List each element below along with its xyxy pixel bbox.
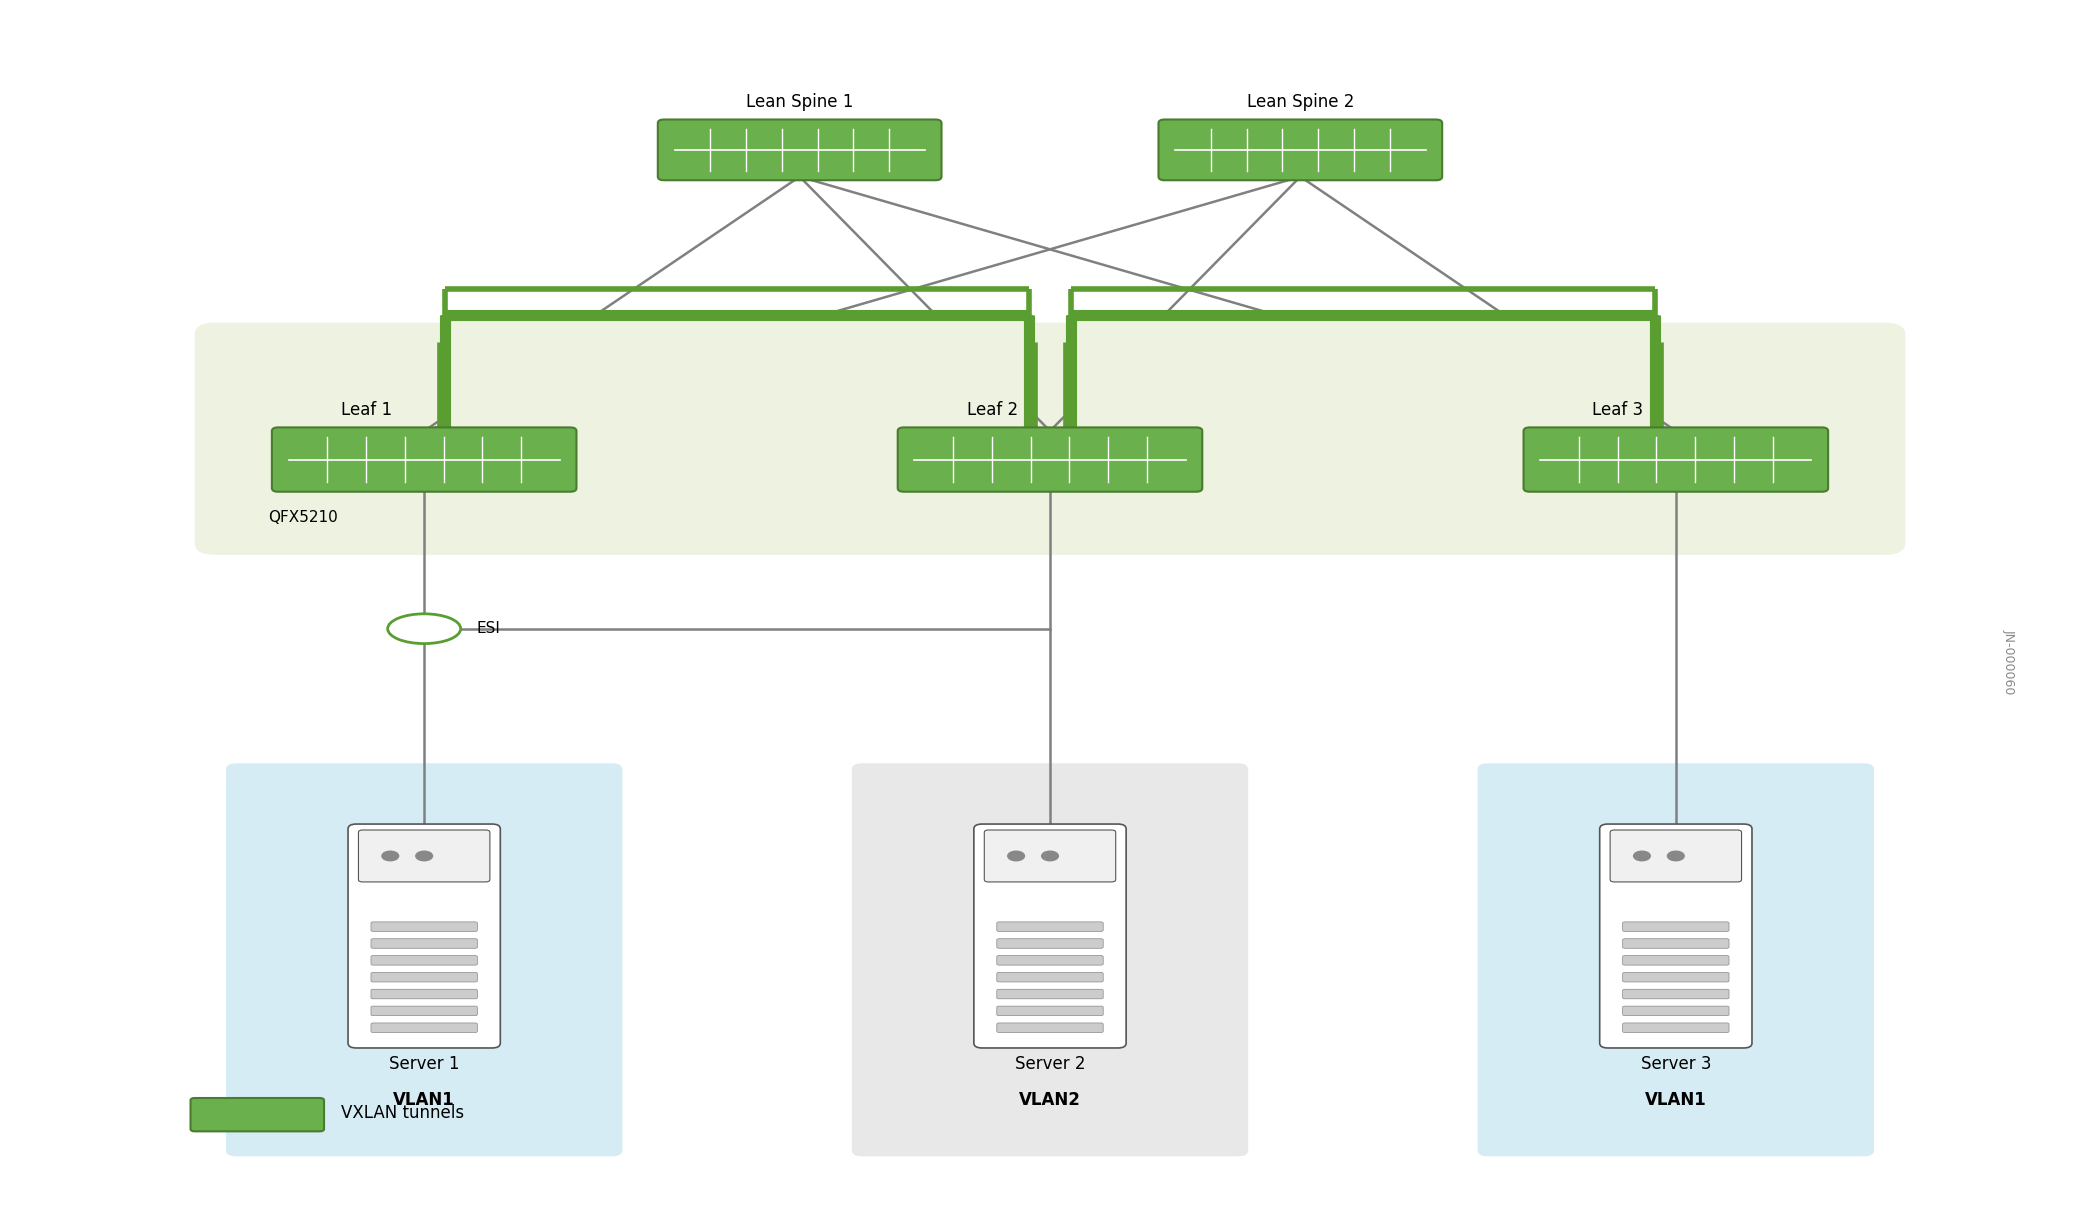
FancyBboxPatch shape <box>998 989 1102 999</box>
Circle shape <box>416 851 433 860</box>
FancyBboxPatch shape <box>372 1006 477 1016</box>
FancyBboxPatch shape <box>998 956 1102 965</box>
Circle shape <box>1667 851 1684 860</box>
Circle shape <box>1042 851 1058 860</box>
FancyBboxPatch shape <box>998 1006 1102 1016</box>
Text: VLAN1: VLAN1 <box>1644 1091 1707 1109</box>
FancyBboxPatch shape <box>1611 830 1741 882</box>
FancyBboxPatch shape <box>227 763 622 1157</box>
FancyBboxPatch shape <box>372 922 477 931</box>
Ellipse shape <box>388 613 460 643</box>
Text: Lean Spine 1: Lean Spine 1 <box>746 93 853 111</box>
FancyBboxPatch shape <box>853 763 1247 1157</box>
FancyBboxPatch shape <box>359 830 489 882</box>
Circle shape <box>1008 851 1025 860</box>
Text: Leaf 1: Leaf 1 <box>340 401 393 419</box>
Text: VXLAN tunnels: VXLAN tunnels <box>340 1105 464 1123</box>
FancyBboxPatch shape <box>998 922 1102 931</box>
FancyBboxPatch shape <box>985 830 1115 882</box>
FancyBboxPatch shape <box>897 428 1203 492</box>
FancyBboxPatch shape <box>1623 939 1728 948</box>
FancyBboxPatch shape <box>349 824 500 1048</box>
FancyBboxPatch shape <box>1522 428 1829 492</box>
Text: Leaf 3: Leaf 3 <box>1592 401 1644 419</box>
FancyBboxPatch shape <box>271 428 578 492</box>
Text: Lean Spine 2: Lean Spine 2 <box>1247 93 1354 111</box>
FancyBboxPatch shape <box>1600 824 1751 1048</box>
FancyBboxPatch shape <box>372 989 477 999</box>
Circle shape <box>382 851 399 860</box>
FancyBboxPatch shape <box>191 1098 323 1131</box>
Text: Server 2: Server 2 <box>1014 1056 1086 1072</box>
FancyBboxPatch shape <box>1623 1006 1728 1016</box>
FancyBboxPatch shape <box>1478 763 1873 1157</box>
FancyBboxPatch shape <box>1623 972 1728 982</box>
FancyBboxPatch shape <box>1159 119 1443 181</box>
FancyBboxPatch shape <box>657 119 941 181</box>
FancyBboxPatch shape <box>998 1023 1102 1033</box>
Text: Leaf 2: Leaf 2 <box>966 401 1018 419</box>
FancyBboxPatch shape <box>372 972 477 982</box>
FancyBboxPatch shape <box>998 939 1102 948</box>
FancyBboxPatch shape <box>974 824 1126 1048</box>
Text: QFX5210: QFX5210 <box>267 510 338 524</box>
FancyBboxPatch shape <box>445 318 1029 437</box>
FancyBboxPatch shape <box>372 956 477 965</box>
Text: Server 3: Server 3 <box>1640 1056 1712 1072</box>
FancyBboxPatch shape <box>372 939 477 948</box>
Text: JN-000060: JN-000060 <box>2003 629 2016 695</box>
FancyBboxPatch shape <box>1623 956 1728 965</box>
Text: Server 1: Server 1 <box>388 1056 460 1072</box>
FancyBboxPatch shape <box>372 1023 477 1033</box>
FancyBboxPatch shape <box>998 972 1102 982</box>
Text: VLAN1: VLAN1 <box>393 1091 456 1109</box>
Text: ESI: ESI <box>477 622 500 636</box>
FancyBboxPatch shape <box>1623 922 1728 931</box>
FancyBboxPatch shape <box>1071 318 1655 437</box>
FancyBboxPatch shape <box>195 323 1905 554</box>
Text: VLAN2: VLAN2 <box>1018 1091 1082 1109</box>
FancyBboxPatch shape <box>1623 989 1728 999</box>
Circle shape <box>1634 851 1651 860</box>
FancyBboxPatch shape <box>1623 1023 1728 1033</box>
